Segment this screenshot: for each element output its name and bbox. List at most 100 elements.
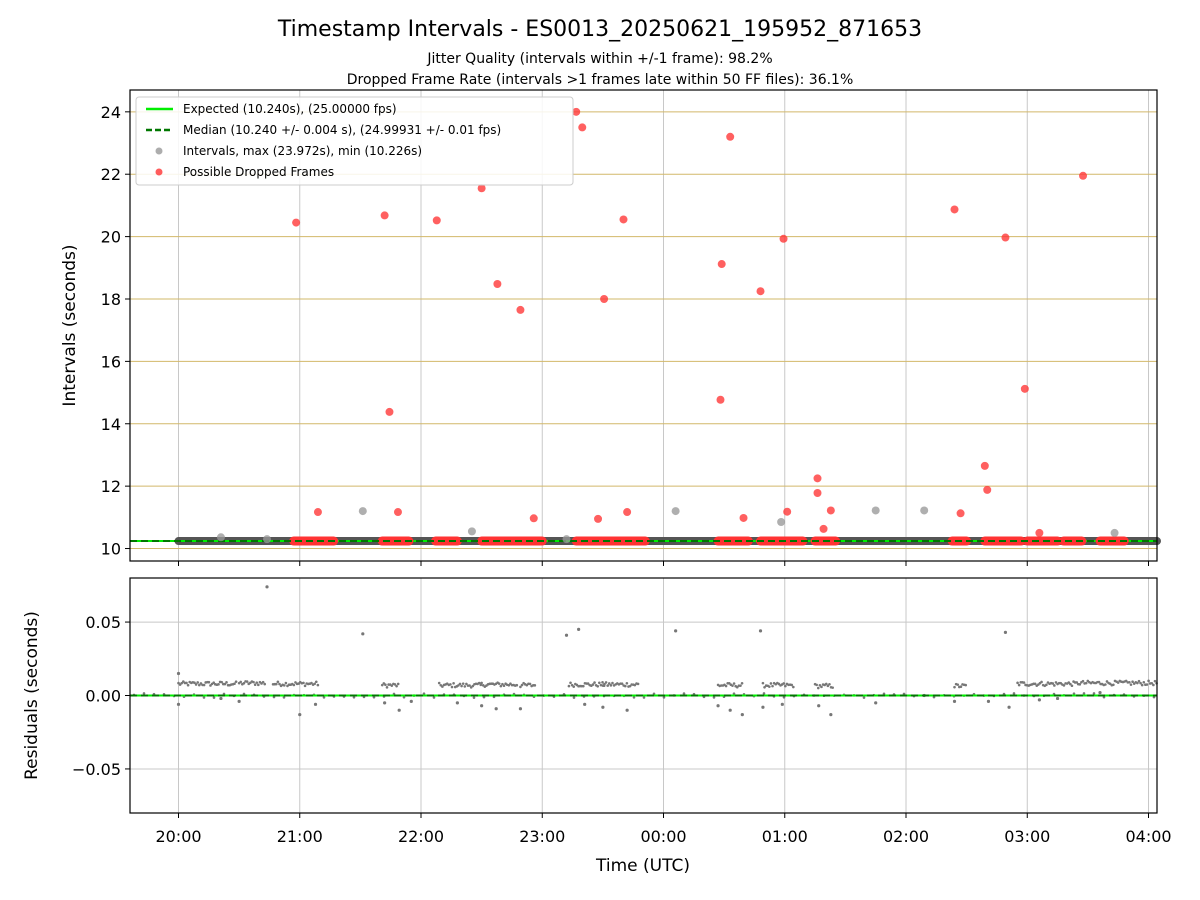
interval-ytick-label-6: 22	[101, 165, 121, 184]
dropped-frame-point-20	[756, 287, 765, 296]
interval-point-8	[1110, 528, 1119, 537]
interval-point-1	[263, 535, 272, 544]
figure-title: Timestamp Intervals - ES0013_20250621_19…	[277, 17, 922, 42]
residual-outlier-23	[740, 712, 744, 717]
dropped-frame-point-27	[950, 205, 959, 214]
residual-ytick-label-0: 0.05	[85, 613, 121, 632]
residual-outlier-1	[176, 702, 181, 706]
dropped-frame-point-6	[477, 184, 486, 193]
residual-band-13	[1016, 680, 1079, 688]
residual-band-0	[177, 680, 238, 687]
residual-outlier-25	[761, 705, 765, 709]
residual-outlier-20	[674, 629, 678, 633]
residual-outlier-14	[518, 707, 523, 711]
dropped-frame-point-2	[380, 211, 389, 220]
residual-outlier-4	[265, 585, 269, 589]
xtick-label-6: 02:00	[883, 827, 929, 846]
dropped-frame-point-25	[819, 524, 828, 533]
dropped-frame-point-30	[983, 485, 992, 494]
residual-outlier-33	[1003, 630, 1008, 634]
residual-outlier-18	[601, 705, 605, 709]
residual-band-5	[480, 681, 519, 688]
residual-outlier-37	[1098, 690, 1102, 695]
dropped-frame-point-7	[493, 280, 502, 289]
interval-ytick-label-2: 14	[101, 415, 121, 434]
residual-outlier-0	[176, 671, 181, 676]
residual-outlier-28	[829, 712, 833, 717]
residual-outlier-19	[625, 708, 629, 712]
interval-data	[130, 107, 1161, 546]
residual-outlier-7	[361, 632, 365, 636]
dropped-frame-point-31	[1001, 233, 1010, 242]
residual-band-8	[601, 681, 640, 688]
residual-band-6	[519, 681, 537, 689]
dropped-frame-point-23	[813, 474, 822, 483]
dropped-frame-point-33	[1035, 528, 1044, 537]
interval-point-6	[871, 506, 880, 515]
dropped-frame-point-15	[623, 508, 632, 517]
dropped-frame-point-10	[572, 107, 581, 116]
residual-outlier-2	[219, 696, 223, 701]
residual-y-axis-label: Residuals (seconds)	[22, 611, 42, 780]
residual-band-9	[716, 681, 744, 689]
dropped-frame-point-11	[578, 123, 587, 132]
dropped-frame-point-29	[980, 461, 989, 470]
legend-box	[135, 96, 574, 186]
interval-y-axis-label: Intervals (seconds)	[60, 244, 80, 406]
residual-band-2	[271, 680, 320, 688]
residual-outlier-26	[780, 702, 784, 706]
dropped-frame-point-3	[385, 407, 394, 416]
residual-y-ticks: 0.05 0.00 −0.05	[72, 613, 130, 779]
xtick-label-2: 22:00	[398, 827, 444, 846]
residual-outlier-16	[577, 627, 581, 632]
dropped-frame-point-34	[1079, 171, 1088, 180]
residual-band-12	[953, 682, 968, 689]
residual-outlier-27	[817, 704, 821, 708]
dropped-frame-point-17	[717, 260, 726, 269]
residual-outlier-13	[494, 707, 498, 711]
residual-outlier-32	[986, 699, 991, 703]
interval-point-0	[216, 533, 225, 542]
xtick-label-3: 23:00	[519, 827, 565, 846]
legend-item-2-label: Intervals, max (23.972s), min (10.226s)	[183, 144, 422, 158]
x-axis-ticks: 20:00 21:00 22:00 23:00 00:00 01:00 02:00 03:00…	[155, 827, 1171, 846]
dropped-frame-point-26	[826, 506, 835, 515]
residual-ytick-label-1: 0.00	[85, 687, 121, 706]
dropped-frame-point-28	[956, 509, 965, 518]
residual-data	[130, 585, 1158, 717]
interval-point-4	[671, 507, 680, 516]
interval-ytick-label-3: 16	[101, 352, 121, 371]
interval-point-5	[777, 518, 786, 527]
residual-band-11	[813, 682, 834, 690]
legend-item-1-label: Median (10.240 +/- 0.004 s), (24.99931 +…	[183, 123, 501, 137]
dropped-frame-point-0	[292, 218, 301, 227]
dropped-frame-point-19	[739, 513, 748, 522]
residual-outlier-29	[874, 701, 878, 705]
residual-outlier-15	[564, 633, 569, 637]
dropped-frame-point-16	[716, 395, 725, 404]
residual-ytick-label-2: −0.05	[72, 760, 121, 779]
figure-subtitle-jitter: Jitter Quality (intervals within +/-1 fr…	[426, 51, 772, 67]
residual-outlier-12	[480, 704, 484, 708]
interval-frame	[129, 89, 1158, 566]
residual-outlier-17	[583, 702, 587, 706]
xtick-label-1: 21:00	[277, 827, 323, 846]
interval-ytick-label-0: 10	[101, 540, 121, 559]
residual-outlier-8	[383, 701, 387, 705]
dropped-frame-point-24	[813, 489, 822, 498]
legend-item-0-label: Expected (10.240s), (25.00000 fps)	[183, 102, 397, 116]
residual-outlier-9	[397, 708, 401, 712]
residual-outlier-10	[409, 699, 413, 703]
xtick-label-5: 01:00	[762, 827, 808, 846]
interval-grid	[130, 90, 1157, 561]
residual-outlier-36	[1055, 696, 1060, 701]
residual-band-14	[1076, 679, 1158, 687]
residual-outlier-22	[728, 708, 732, 712]
dropped-frame-point-12	[594, 514, 603, 523]
residual-outlier-3	[237, 699, 241, 703]
interval-ytick-label-1: 12	[101, 477, 121, 496]
residual-outlier-6	[313, 702, 318, 706]
residual-outlier-5	[298, 712, 302, 717]
xtick-label-8: 04:00	[1125, 827, 1171, 846]
interval-ytick-label-7: 24	[101, 103, 121, 122]
